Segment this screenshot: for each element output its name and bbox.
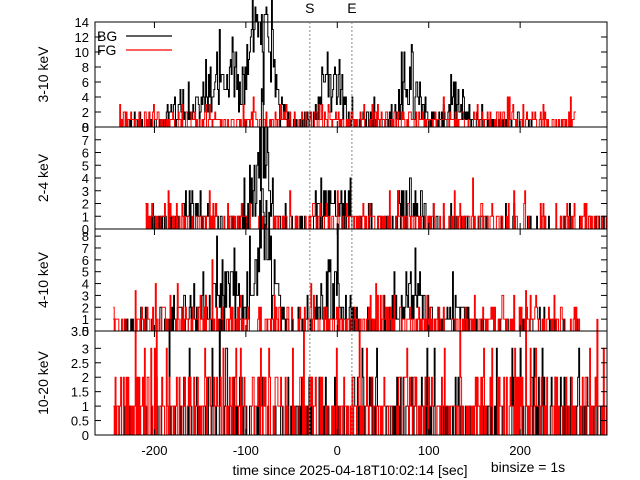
y-tick-label: 8 bbox=[82, 120, 89, 135]
bg-series-panel-1 bbox=[122, 0, 549, 128]
y-axis-title: 2-4 keV bbox=[35, 153, 51, 202]
legend-label-fg: FG bbox=[97, 42, 116, 58]
binsize-label: binsize = 1s bbox=[491, 459, 565, 475]
y-tick-label: 12 bbox=[75, 30, 89, 45]
y-tick-label: 1 bbox=[82, 312, 89, 327]
y-tick-label: 5 bbox=[82, 158, 89, 173]
y-tick-label: 4 bbox=[82, 90, 89, 105]
x-tick-label: -200 bbox=[141, 443, 167, 458]
y-tick-label: 6 bbox=[82, 253, 89, 268]
y-tick-label: 5 bbox=[82, 265, 89, 280]
panel-frame-4 bbox=[94, 330, 608, 436]
bg-series-panel-2 bbox=[145, 88, 607, 230]
y-tick-label: 3 bbox=[82, 341, 89, 356]
y-tick-label: 7 bbox=[82, 241, 89, 256]
y-tick-label: 3 bbox=[82, 288, 89, 303]
x-tick-label: -100 bbox=[233, 443, 259, 458]
y-tick-label: 4 bbox=[82, 277, 89, 292]
y-tick-label: 2 bbox=[82, 370, 89, 385]
y-tick-label: 1.5 bbox=[71, 385, 89, 400]
y-tick-label: 6 bbox=[82, 146, 89, 161]
y-tick-label: 8 bbox=[82, 229, 89, 244]
marker-label-S: S bbox=[305, 0, 314, 16]
y-tick-label: 3.5 bbox=[71, 324, 89, 339]
y-tick-label: 7 bbox=[82, 133, 89, 148]
y-tick-label: 2 bbox=[82, 197, 89, 212]
y-axis-title: 4-10 keV bbox=[35, 251, 51, 308]
y-tick-label: 14 bbox=[75, 15, 89, 30]
legend-label-bg: BG bbox=[97, 28, 117, 44]
y-tick-label: 1 bbox=[82, 209, 89, 224]
x-tick-label: 200 bbox=[509, 443, 531, 458]
y-tick-label: 0 bbox=[82, 324, 89, 339]
y-tick-label: 0.5 bbox=[71, 414, 89, 429]
y-axis-title: 3-10 keV bbox=[35, 46, 51, 103]
y-tick-label: 0 bbox=[82, 222, 89, 237]
y-tick-label: 2 bbox=[82, 300, 89, 315]
x-axis-title: time since 2025-04-18T10:02:14 [sec] bbox=[232, 462, 467, 478]
y-tick-label: 0 bbox=[82, 120, 89, 135]
x-tick-label: 0 bbox=[334, 443, 341, 458]
y-tick-label: 6 bbox=[82, 75, 89, 90]
y-tick-label: 10 bbox=[75, 45, 89, 60]
y-tick-label: 2.5 bbox=[71, 356, 89, 371]
fg-series-panel-3 bbox=[113, 259, 581, 332]
y-tick-label: 1 bbox=[82, 399, 89, 414]
y-tick-label: 3 bbox=[82, 184, 89, 199]
x-tick-label: 100 bbox=[418, 443, 440, 458]
marker-label-E: E bbox=[347, 0, 356, 16]
y-tick-label: 8 bbox=[82, 60, 89, 75]
y-axis-title: 10-20 keV bbox=[35, 350, 51, 414]
fg-series-panel-1 bbox=[117, 96, 576, 128]
y-tick-label: 0 bbox=[82, 428, 89, 443]
y-tick-label: 2 bbox=[82, 105, 89, 120]
y-tick-label: 4 bbox=[82, 171, 89, 186]
